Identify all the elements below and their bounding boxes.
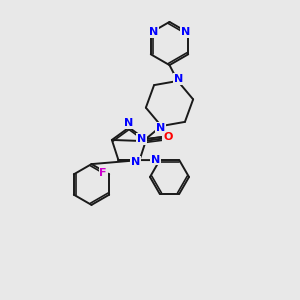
Text: N: N [131, 157, 141, 167]
Text: O: O [163, 132, 172, 142]
Text: N: N [148, 27, 158, 37]
Text: N: N [151, 154, 160, 164]
Text: N: N [137, 134, 146, 144]
Text: N: N [124, 118, 134, 128]
Text: F: F [99, 168, 107, 178]
Text: N: N [181, 27, 190, 37]
Text: N: N [156, 123, 165, 133]
Text: N: N [174, 74, 183, 84]
